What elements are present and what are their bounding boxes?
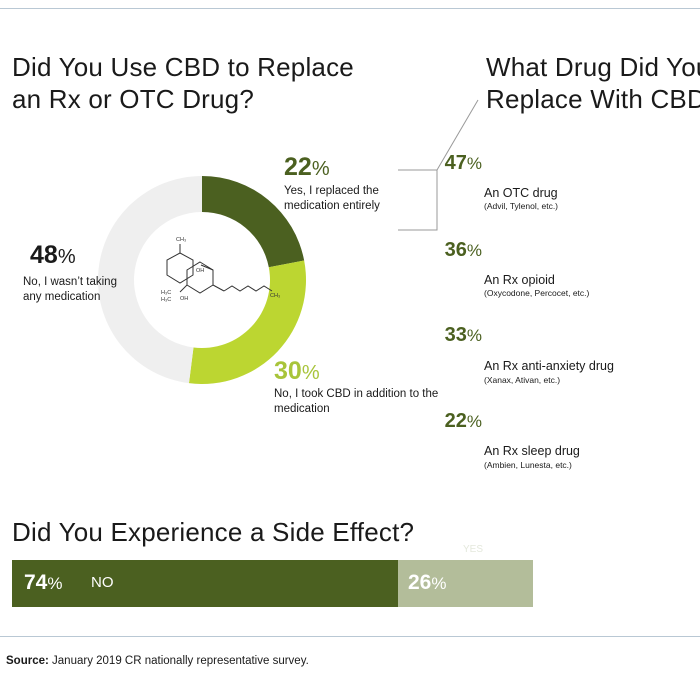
bottom-divider [0,636,700,637]
drug-chart-title-line1: What Drug Did You [486,52,700,82]
leader-lines [398,99,479,231]
side-effect-no-bar: 74% NO [12,560,398,607]
side-effect-title: Did You Experience a Side Effect? [12,517,415,547]
source-label: Source: [6,655,49,667]
side-effect-yes-bar: 26% [398,560,533,607]
cbd-molecule-icon [166,244,273,294]
side-effect-no-value: 74% [24,571,63,594]
molecule-labels: CH₃ OH OH H₃C H₃C CH₃ [161,237,280,303]
molecule-ch3-top: CH₃ [176,237,186,243]
top-divider [0,8,700,9]
molecule-oh-right: OH [196,268,204,274]
drug-examples-anxiety: (Xanax, Ativan, etc.) [484,375,561,385]
donut-slice-addition [188,260,306,384]
molecule-h3c-b: H₃C [161,297,171,303]
drug-value-otc: 47% [444,152,482,174]
donut-value-not-taking: 48% [30,241,76,269]
donut-slice-not-taking [97,175,202,384]
molecule-oh-bottom: OH [180,296,188,302]
drug-value-sleep: 22% [444,410,482,432]
donut-chart-title: Did You Use CBD to Replace an Rx or OTC … [12,52,354,114]
drug-examples-otc: (Advil, Tylenol, etc.) [484,201,559,211]
drug-name-sleep: An Rx sleep drug [484,444,580,458]
molecule-ch3-tail: CH₃ [270,293,280,299]
side-effect-no-label: NO [91,574,114,591]
drug-chart-title: What Drug Did You Replace With CBD? [486,51,700,115]
donut-slice-replaced [202,176,305,268]
drug-name-anxiety: An Rx anti-anxiety drug [484,359,614,373]
drug-examples-sleep: (Ambien, Lunesta, etc.) [484,460,572,470]
donut-value-replaced: 22% [284,153,330,181]
drug-value-anxiety: 33% [444,324,482,346]
drug-value-opioid: 36% [444,239,482,261]
molecule-h3c-a: H₃C [161,290,171,296]
side-effect-yes-label: YES [463,544,484,555]
drug-chart-title-line2: Replace With CBD? [486,84,700,114]
side-effect-yes-value: 26% [408,571,447,594]
donut-value-addition: 30% [274,357,320,385]
donut-label-not-taking: No, I wasn’t taking any medication [23,276,117,303]
source-text: January 2019 CR nationally representativ… [52,655,309,667]
drug-name-otc: An OTC drug [484,186,558,200]
donut-chart [97,175,306,384]
donut-label-replaced: Yes, I replaced the medication entirely [284,185,380,212]
source-note: Source: January 2019 CR nationally repre… [6,654,309,669]
donut-label-addition: No, I took CBD in addition to the medica… [274,388,439,415]
drug-examples-opioid: (Oxycodone, Percocet, etc.) [484,288,590,298]
drug-name-opioid: An Rx opioid [484,273,555,287]
